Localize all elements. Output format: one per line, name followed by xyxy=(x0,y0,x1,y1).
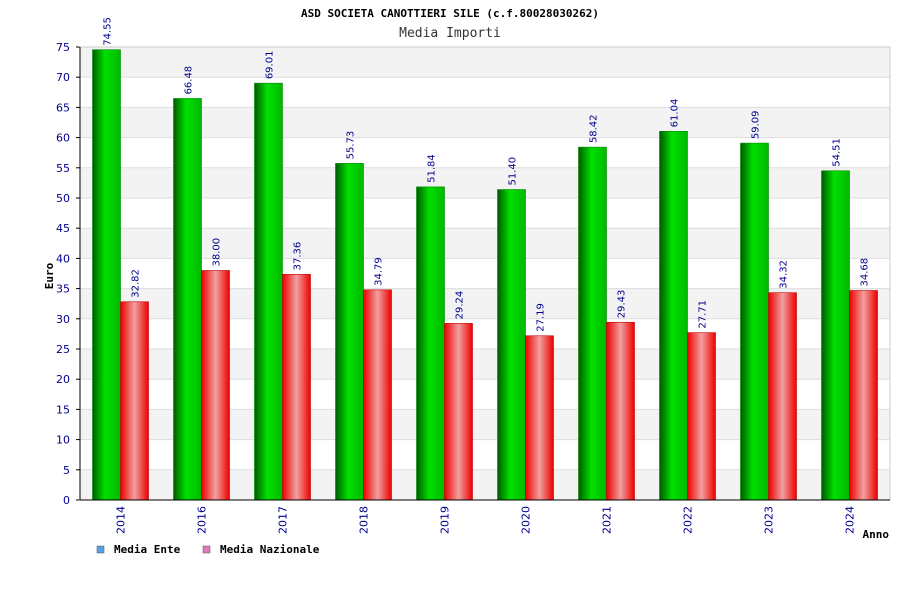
bar-media-ente xyxy=(92,49,121,501)
x-tick-label: 2024 xyxy=(844,506,857,534)
data-label: 38.00 xyxy=(212,238,223,267)
bar-media-nazionale xyxy=(120,301,149,501)
x-axis-label: Anno xyxy=(863,528,890,541)
bar-media-nazionale xyxy=(687,332,716,501)
x-tick-label: 2023 xyxy=(763,506,776,534)
bar-media-nazionale xyxy=(363,289,392,501)
bars: 74.55 32.82 66.48 38.00 69.01 37.36 55.73 34.79… xyxy=(92,17,878,501)
y-tick-label: 75 xyxy=(56,41,70,54)
y-tick-label: 25 xyxy=(56,343,70,356)
x-axis-ticks: 2014 2016 2017 2018 2019 2020 2021 2022 2023 2024 xyxy=(115,506,857,534)
bar-media-ente xyxy=(335,163,364,501)
data-label: 66.48 xyxy=(184,66,195,95)
bar-media-ente xyxy=(497,189,526,501)
y-tick-label: 70 xyxy=(56,71,70,84)
chart-title: ASD SOCIETA CANOTTIERI SILE (c.f.8002803… xyxy=(301,7,599,20)
data-label: 58.42 xyxy=(589,115,600,144)
y-tick-label: 45 xyxy=(56,222,70,235)
data-label: 54.51 xyxy=(832,138,843,167)
bar-media-ente xyxy=(740,142,769,501)
x-tick-label: 2022 xyxy=(682,506,695,534)
y-tick-label: 30 xyxy=(56,313,70,326)
data-label: 61.04 xyxy=(670,99,681,128)
data-label: 34.32 xyxy=(779,260,790,289)
data-label: 69.01 xyxy=(265,51,276,80)
y-tick-label: 35 xyxy=(56,283,70,296)
y-axis-label: Euro xyxy=(43,262,56,289)
x-tick-label: 2019 xyxy=(439,506,452,534)
legend-swatch-media-ente xyxy=(96,545,105,554)
x-tick-label: 2014 xyxy=(115,506,128,534)
bar-media-nazionale xyxy=(201,270,230,501)
x-tick-label: 2016 xyxy=(196,506,209,534)
data-label: 27.71 xyxy=(698,300,709,329)
x-tick-label: 2020 xyxy=(520,506,533,534)
data-label: 55.73 xyxy=(346,131,357,160)
y-tick-label: 60 xyxy=(56,132,70,145)
y-tick-label: 50 xyxy=(56,192,70,205)
data-label: 29.24 xyxy=(455,291,466,320)
y-axis-ticks: 0 5 10 15 20 25 30 35 40 45 50 55 60 65 70 75 xyxy=(56,41,80,507)
chart-subtitle: Media Importi xyxy=(399,26,501,41)
data-label: 29.43 xyxy=(617,290,628,319)
bar-media-ente xyxy=(659,131,688,501)
data-label: 34.68 xyxy=(860,258,871,287)
bar-media-nazionale xyxy=(849,290,878,501)
bar-media-nazionale xyxy=(768,292,797,501)
data-label: 27.19 xyxy=(536,303,547,332)
data-label: 32.82 xyxy=(131,269,142,298)
data-label: 37.36 xyxy=(293,242,304,271)
bar-media-ente xyxy=(173,98,202,501)
y-tick-label: 5 xyxy=(63,464,70,477)
y-tick-label: 0 xyxy=(63,494,70,507)
bar-media-ente xyxy=(821,170,850,501)
legend-label-media-ente: Media Ente xyxy=(114,543,181,556)
legend-label-media-nazionale: Media Nazionale xyxy=(220,543,320,556)
legend: Media Ente Media Nazionale xyxy=(96,543,320,556)
x-tick-label: 2018 xyxy=(358,506,371,534)
data-label: 51.40 xyxy=(508,157,519,186)
bar-media-nazionale xyxy=(444,323,473,501)
data-label: 59.09 xyxy=(751,110,762,139)
bar-media-nazionale xyxy=(606,321,635,501)
bar-media-ente xyxy=(254,82,283,501)
bar-media-ente xyxy=(578,146,607,501)
bar-media-nazionale xyxy=(282,274,311,501)
y-tick-label: 20 xyxy=(56,373,70,386)
data-label: 34.79 xyxy=(374,257,385,286)
bar-media-nazionale xyxy=(525,335,554,501)
grid-band xyxy=(80,47,890,78)
y-tick-label: 15 xyxy=(56,403,70,416)
data-label: 51.84 xyxy=(427,154,438,183)
grid-band xyxy=(80,107,890,138)
legend-swatch-media-nazionale xyxy=(202,545,211,554)
y-tick-label: 65 xyxy=(56,101,70,114)
x-tick-label: 2017 xyxy=(277,506,290,534)
data-label: 74.55 xyxy=(103,17,114,46)
bar-media-ente xyxy=(416,186,445,501)
x-tick-label: 2021 xyxy=(601,506,614,534)
y-tick-label: 10 xyxy=(56,434,70,447)
y-tick-label: 40 xyxy=(56,252,70,265)
y-tick-label: 55 xyxy=(56,162,70,175)
